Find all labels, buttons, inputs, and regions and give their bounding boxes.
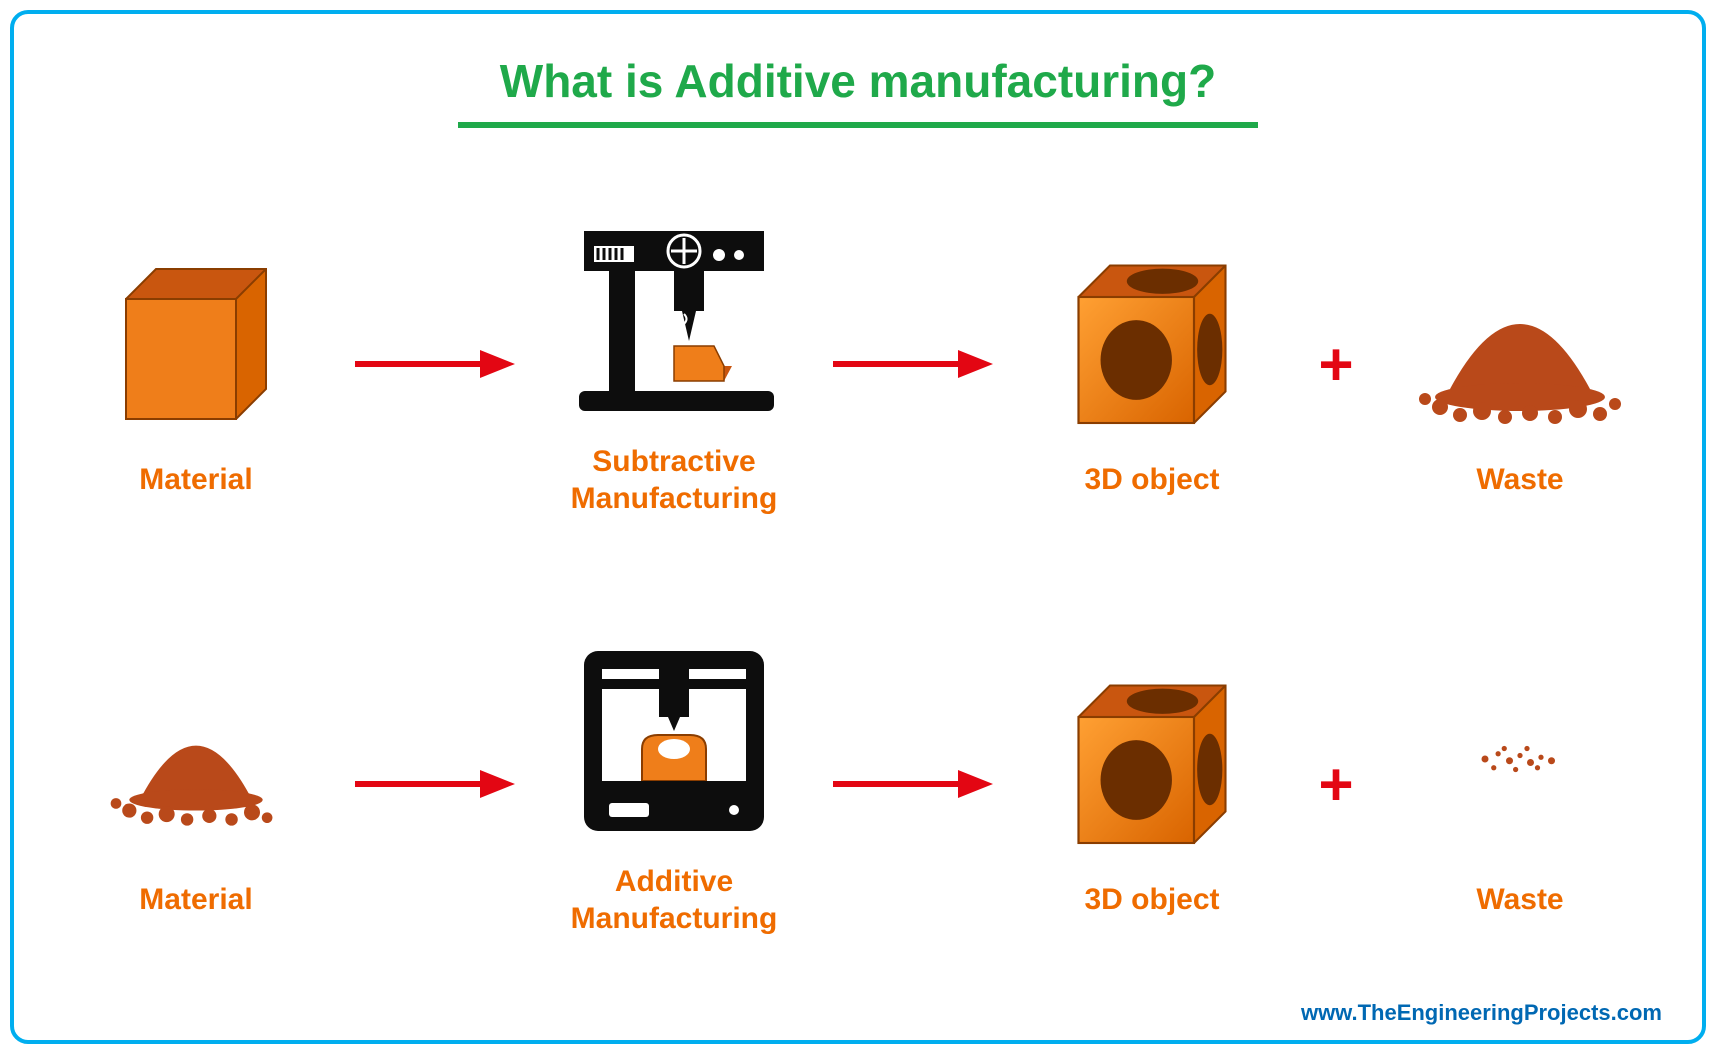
arrow-right-icon <box>350 344 520 384</box>
arrow-right-icon <box>828 344 998 384</box>
label-output-2: 3D object <box>1084 881 1219 919</box>
label-material-2: Material <box>139 881 252 919</box>
label-waste-2: Waste <box>1476 881 1563 919</box>
row-subtractive: Material <box>14 194 1702 534</box>
cell-material-2: Material <box>66 649 326 919</box>
hollow-cube-icon <box>1042 649 1262 869</box>
arrow-1b <box>828 254 998 474</box>
arrow-right-icon <box>350 764 520 804</box>
label-material-1: Material <box>139 461 252 499</box>
plus-1: + <box>1306 254 1366 474</box>
powder-specks-small-icon <box>1410 649 1630 869</box>
cell-process-1: SubtractiveManufacturing <box>544 211 804 518</box>
cnc-mill-icon <box>564 211 784 431</box>
powder-pile-large-icon <box>86 649 306 869</box>
title-underline <box>458 122 1258 128</box>
arrow-right-icon <box>828 764 998 804</box>
cell-waste-2: Waste <box>1390 649 1650 919</box>
solid-cube-icon <box>86 229 306 449</box>
label-output-1: 3D object <box>1084 461 1219 499</box>
hollow-cube-icon <box>1042 229 1262 449</box>
powder-pile-large-icon <box>1410 229 1630 449</box>
page-title: What is Additive manufacturing? <box>500 54 1216 108</box>
cell-waste-1: Waste <box>1390 229 1650 499</box>
arrow-1a <box>350 254 520 474</box>
cell-process-2: AdditiveManufacturing <box>544 631 804 938</box>
label-process-2: AdditiveManufacturing <box>571 863 778 938</box>
label-process-1: SubtractiveManufacturing <box>571 443 778 518</box>
plus-2: + <box>1306 674 1366 894</box>
label-waste-1: Waste <box>1476 461 1563 499</box>
arrow-2a <box>350 674 520 894</box>
cell-output-1: 3D object <box>1022 229 1282 499</box>
cell-material-1: Material <box>66 229 326 499</box>
arrow-2b <box>828 674 998 894</box>
row-additive: Material <box>14 614 1702 954</box>
watermark-link[interactable]: www.TheEngineeringProjects.com <box>1301 1000 1662 1026</box>
3d-printer-icon <box>564 631 784 851</box>
diagram-frame: What is Additive manufacturing? Material <box>10 10 1706 1044</box>
cell-output-2: 3D object <box>1022 649 1282 919</box>
